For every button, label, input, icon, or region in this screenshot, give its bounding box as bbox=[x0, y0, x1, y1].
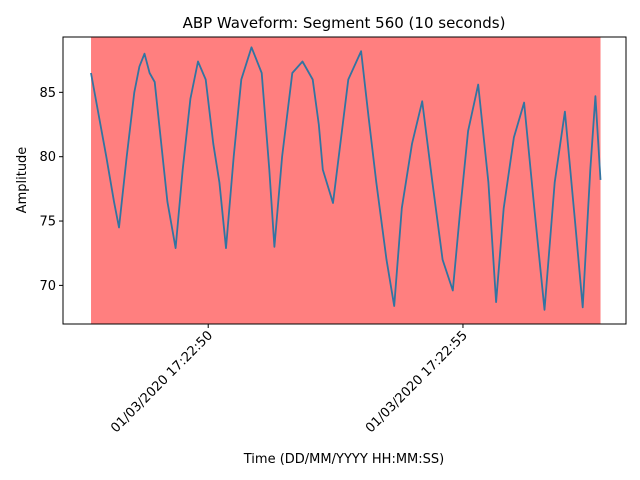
x-tick-label: 01/03/2020 17:22:50 bbox=[108, 328, 216, 436]
y-tick-label: 80 bbox=[39, 150, 56, 165]
chart-title: ABP Waveform: Segment 560 (10 seconds) bbox=[183, 14, 506, 32]
y-tick-label: 70 bbox=[39, 279, 56, 294]
axes-frame bbox=[62, 36, 627, 325]
plot-area: 70 75 80 85 01/03/2020 17:22:50 01/03/2020 17… bbox=[39, 36, 627, 436]
y-axis-label: Amplitude bbox=[15, 147, 30, 214]
y-tick-label: 75 bbox=[39, 215, 56, 230]
series-line-0 bbox=[90, 46, 602, 311]
shaded-region bbox=[91, 37, 601, 324]
x-axis-label: Time (DD/MM/YYYY HH:MM:SS) bbox=[243, 452, 444, 467]
x-tick-label: 01/03/2020 17:22:55 bbox=[363, 328, 471, 436]
y-tick-label: 85 bbox=[39, 86, 56, 101]
